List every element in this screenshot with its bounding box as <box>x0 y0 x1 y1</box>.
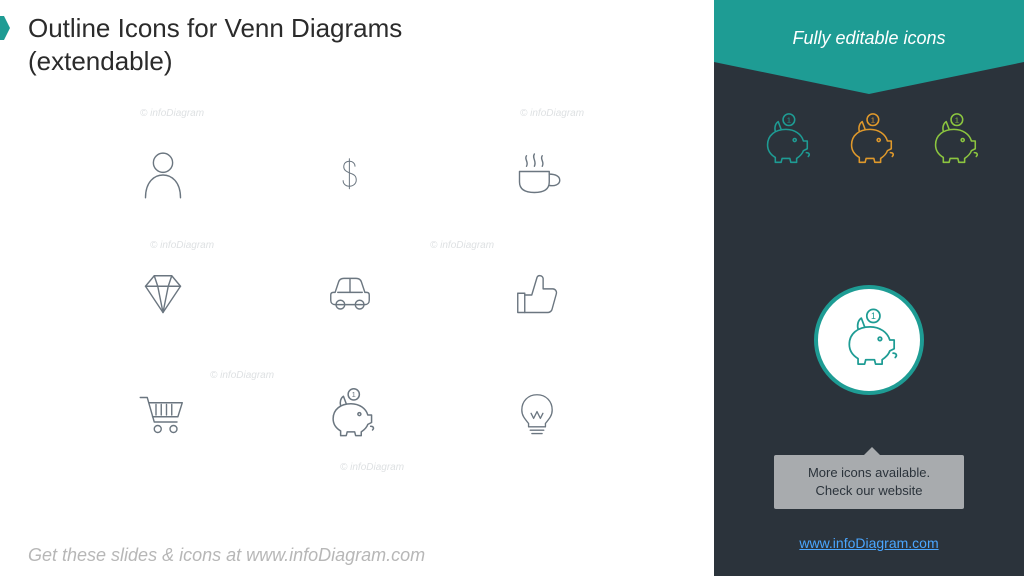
main-slide: Outline Icons for Venn Diagrams (extenda… <box>0 0 714 576</box>
dollar-icon <box>330 147 370 203</box>
coffee-icon <box>506 147 568 203</box>
piggybank-icon <box>318 385 382 445</box>
lightbulb-icon <box>510 385 564 445</box>
title-line2: (extendable) <box>28 46 173 76</box>
tooltip-line1: More icons available. <box>808 464 930 482</box>
footer-text: Get these slides & icons at www.infoDiag… <box>28 545 425 566</box>
title-line1: Outline Icons for Venn Diagrams <box>28 13 402 43</box>
car-icon <box>318 267 382 323</box>
sidebar-banner: Fully editable icons <box>714 0 1024 76</box>
website-link[interactable]: www.infoDiagram.com <box>799 535 938 551</box>
slide-title: Outline Icons for Venn Diagrams (extenda… <box>28 12 402 77</box>
piggy-featured-icon <box>834 305 904 375</box>
person-icon <box>135 146 191 204</box>
tooltip-more-icons: More icons available. Check our website <box>774 455 964 509</box>
sidebar-banner-text: Fully editable icons <box>792 28 945 49</box>
piggy-green-icon <box>922 110 984 172</box>
piggy-orange-icon <box>838 110 900 172</box>
tab-arrow-icon <box>0 16 10 40</box>
sidebar-link: www.infoDiagram.com <box>714 535 1024 551</box>
piggy-color-row <box>714 110 1024 172</box>
cart-icon <box>131 387 195 443</box>
tooltip-line2: Check our website <box>816 482 923 500</box>
piggy-teal-icon <box>754 110 816 172</box>
sidebar: Fully editable icons More icons availabl… <box>714 0 1024 576</box>
thumbsup-icon <box>509 267 565 323</box>
diamond-icon <box>133 267 193 323</box>
icon-grid <box>70 115 630 475</box>
featured-icon-circle <box>814 285 924 395</box>
